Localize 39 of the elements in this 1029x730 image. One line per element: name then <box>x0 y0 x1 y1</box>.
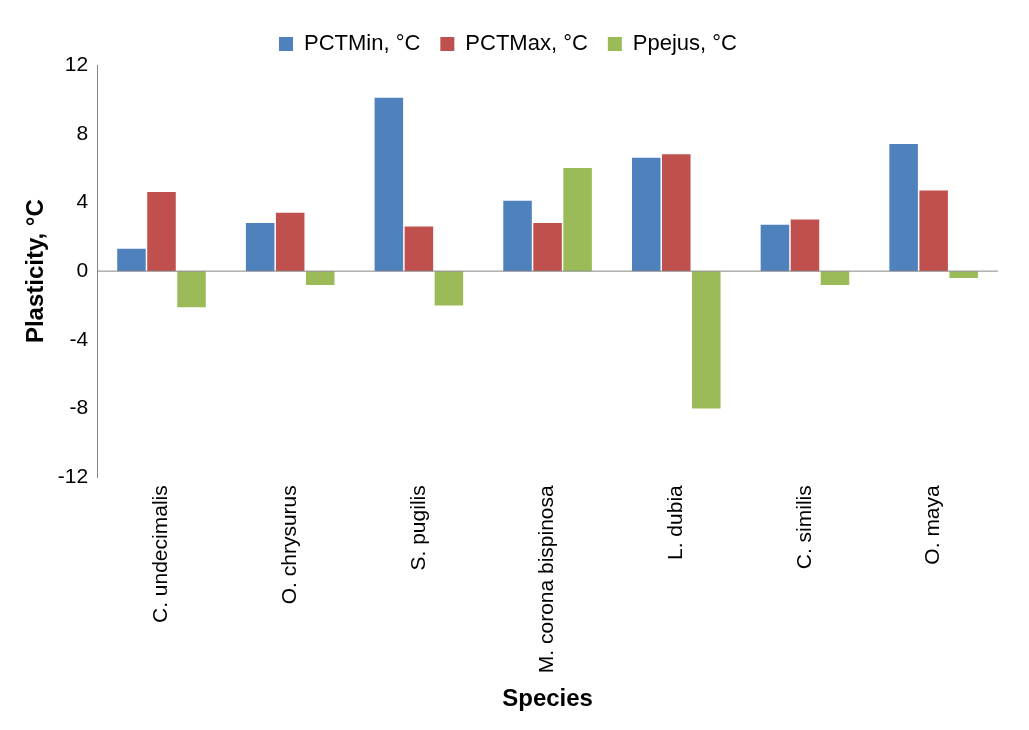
legend-label: Ppejus, °C <box>632 30 738 56</box>
y-tick-label: -12 <box>57 464 89 488</box>
x-tick-label: C. undecimalis <box>148 485 172 623</box>
bar <box>692 271 721 409</box>
bar <box>760 224 790 272</box>
y-tick-label: -8 <box>69 395 89 419</box>
bar <box>889 144 918 272</box>
x-tick-label: M. corona bispinosa <box>534 484 558 674</box>
bar <box>434 271 464 306</box>
x-tick-label: S. pugilis <box>405 485 429 571</box>
y-tick-label: 8 <box>76 120 89 144</box>
bar <box>275 212 305 272</box>
bar <box>533 223 562 272</box>
bar <box>117 248 146 272</box>
y-tick-label: -4 <box>69 326 89 350</box>
bar <box>404 226 434 272</box>
bar <box>820 271 850 285</box>
bar <box>374 97 404 272</box>
legend-label: PCTMin, °C <box>304 30 421 56</box>
bar <box>790 219 820 272</box>
x-axis-title: Species <box>502 684 593 712</box>
y-tick-label: 0 <box>76 257 89 281</box>
legend-label: PCTMax, °C <box>465 30 588 56</box>
bar <box>662 154 691 272</box>
bar <box>147 192 176 272</box>
x-tick-label: L. dubia <box>663 484 687 560</box>
y-tick-label: 4 <box>76 189 89 213</box>
bar <box>245 223 275 272</box>
x-tick-label: O. maya <box>920 484 944 565</box>
bar <box>503 200 532 272</box>
bar <box>305 271 335 285</box>
bar <box>631 157 661 272</box>
y-tick-label: 12 <box>64 51 89 75</box>
bar <box>919 190 948 272</box>
x-tick-label: O. chrysurus <box>276 485 300 605</box>
bar <box>563 168 592 272</box>
bar <box>177 271 206 308</box>
y-axis-title: Plasticity, °C <box>21 199 49 344</box>
x-tick-label: C. similis <box>791 485 815 570</box>
